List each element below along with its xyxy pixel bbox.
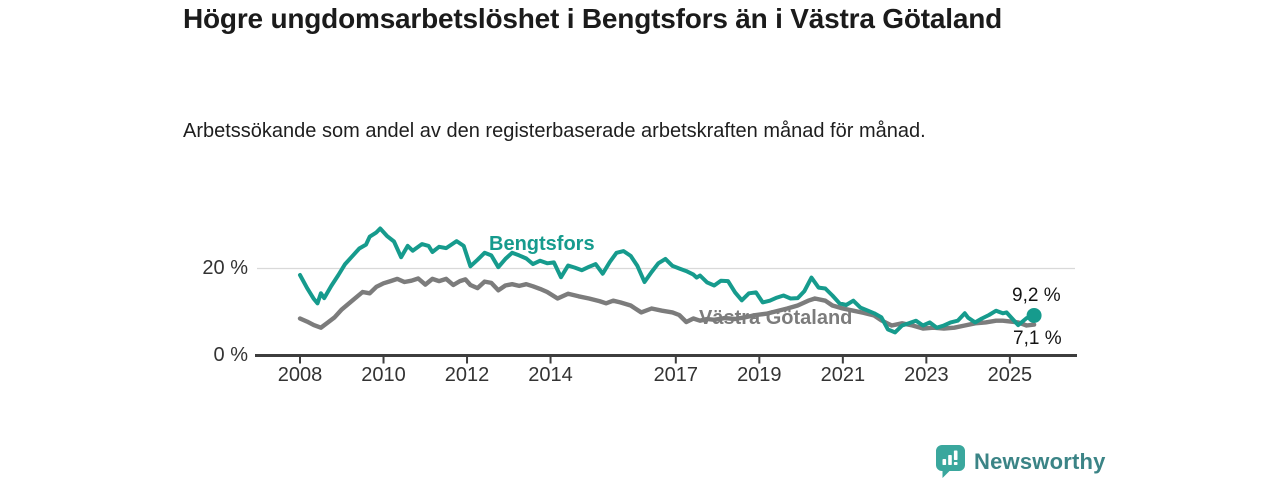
x-axis [255, 354, 1077, 364]
x-tick-label-2025: 2025 [987, 364, 1033, 386]
end-value-label-bengtsfors: 9,2 % [1012, 285, 1061, 306]
y-tick-label-20: 20 % [202, 257, 248, 279]
newsworthy-logo: Newsworthy [936, 445, 1106, 478]
end-value-label-vastra-gotaland: 7,1 % [1013, 328, 1062, 349]
x-tick-label-2019: 2019 [737, 364, 782, 386]
end-dot-bengtsfors [1026, 307, 1042, 323]
x-tick-label-2023: 2023 [904, 364, 949, 386]
newsworthy-logo-text: Newsworthy [974, 448, 1106, 474]
series-label-bengtsfors: Bengtsfors [489, 233, 595, 255]
x-tick-label-2014: 2014 [528, 364, 573, 386]
series-label-vastra-gotaland: Västra Götaland [699, 307, 853, 329]
y-tick-label-0: 0 % [213, 344, 248, 366]
x-tick-label-2012: 2012 [444, 364, 490, 386]
series-line-v-stra-g-taland [297, 276, 1037, 331]
chart-title: Högre ungdomsarbetslöshet i Bengtsfors ä… [183, 3, 1003, 34]
x-tick-label-2008: 2008 [277, 364, 323, 386]
x-tick-label-2021: 2021 [820, 364, 866, 386]
chart-subtitle: Arbetssökande som andel av den registerb… [183, 120, 926, 142]
x-tick-label-2010: 2010 [361, 364, 406, 386]
series-lines [297, 226, 1042, 335]
x-tick-label-2017: 2017 [653, 364, 699, 386]
newsworthy-logo-icon [936, 445, 965, 478]
series-line-bengtsfors [298, 226, 1037, 335]
